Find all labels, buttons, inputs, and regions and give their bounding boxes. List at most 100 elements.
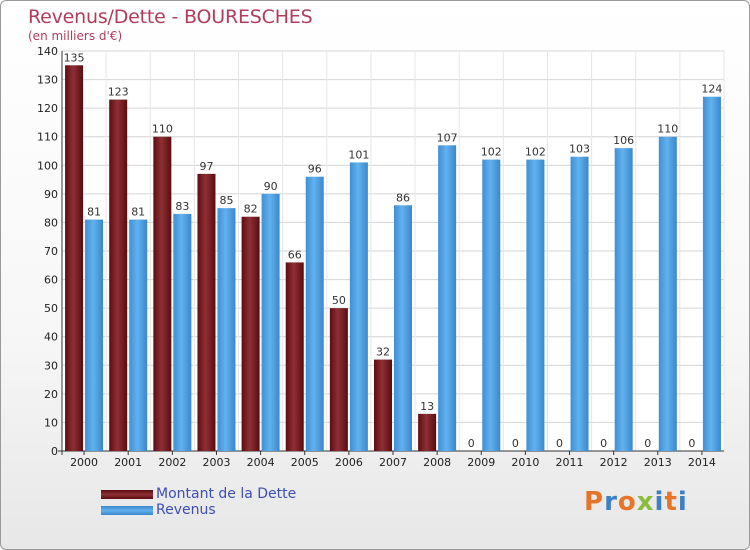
x-tick-label: 2013 bbox=[644, 456, 672, 469]
data-label-debt-2010: 0 bbox=[512, 437, 519, 450]
bar-revenue-2001 bbox=[129, 219, 148, 451]
data-label-revenue-2014: 124 bbox=[701, 83, 722, 96]
data-label-revenue-2006: 101 bbox=[348, 148, 369, 161]
data-label-debt-2003: 97 bbox=[199, 160, 213, 173]
x-tick-label: 2000 bbox=[70, 456, 98, 469]
data-label-debt-2001: 123 bbox=[108, 86, 129, 99]
x-tick-label: 2004 bbox=[247, 456, 275, 469]
bar-debt-2001 bbox=[109, 99, 128, 452]
logo-letter: o bbox=[617, 487, 637, 517]
y-tick-label: 140 bbox=[37, 45, 58, 58]
bar-revenue-2012 bbox=[614, 148, 633, 451]
chart-subtitle: (en milliers d'€) bbox=[28, 29, 123, 43]
data-label-debt-2006: 50 bbox=[332, 294, 346, 307]
logo-letter: t bbox=[664, 487, 678, 517]
data-label-debt-2011: 0 bbox=[556, 437, 563, 450]
y-tick-label: 50 bbox=[44, 302, 58, 315]
logo-letter: r bbox=[604, 487, 618, 517]
legend-label-revenue: Revenus bbox=[156, 502, 216, 518]
data-label-debt-2002: 110 bbox=[152, 123, 173, 136]
data-label-revenue-2011: 103 bbox=[569, 143, 590, 156]
data-label-revenue-2012: 106 bbox=[613, 134, 634, 147]
data-label-revenue-2003: 85 bbox=[219, 194, 233, 207]
bar-revenue-2005 bbox=[305, 176, 324, 451]
bar-debt-2005 bbox=[285, 262, 304, 451]
x-tick-label: 2011 bbox=[556, 456, 584, 469]
y-tick-label: 130 bbox=[37, 74, 58, 87]
labels-layer: 135 81 123 81 110 83 97 85 82 90 66 96 50 101 32 86 13 10… bbox=[64, 51, 723, 450]
data-label-revenue-2010: 102 bbox=[525, 146, 546, 159]
bar-revenue-2007 bbox=[394, 205, 412, 451]
data-label-revenue-2008: 107 bbox=[437, 131, 458, 144]
bar-revenue-2011 bbox=[570, 156, 589, 451]
data-label-debt-2000: 135 bbox=[64, 51, 85, 64]
bar-debt-2006 bbox=[329, 308, 348, 451]
y-tick-label: 80 bbox=[44, 216, 58, 229]
x-tick-label: 2006 bbox=[335, 456, 363, 469]
data-label-debt-2012: 0 bbox=[600, 437, 607, 450]
bar-revenue-2014 bbox=[702, 96, 721, 451]
y-tick-label: 0 bbox=[51, 445, 58, 458]
y-tick-label: 70 bbox=[44, 245, 58, 258]
bar-debt-2002 bbox=[153, 136, 172, 451]
chart-title: Revenus/Dette - BOURESCHES bbox=[28, 6, 313, 28]
logo-letter: x bbox=[636, 487, 655, 517]
data-label-revenue-2013: 110 bbox=[657, 123, 678, 136]
x-tick-label: 2005 bbox=[291, 456, 319, 469]
bar-debt-2008 bbox=[418, 413, 437, 451]
y-tick-label: 90 bbox=[44, 188, 58, 201]
data-label-revenue-2004: 90 bbox=[264, 180, 278, 193]
y-tick-label: 100 bbox=[37, 159, 58, 172]
x-tick-label: 2007 bbox=[379, 456, 407, 469]
x-tick-label: 2010 bbox=[511, 456, 539, 469]
x-tick-label: 2003 bbox=[202, 456, 230, 469]
proxiti-logo: Proxiti bbox=[584, 487, 688, 517]
y-tick-label: 40 bbox=[44, 331, 58, 344]
bar-revenue-2004 bbox=[261, 193, 280, 451]
data-label-debt-2014: 0 bbox=[688, 437, 695, 450]
legend-swatch-debt bbox=[101, 490, 153, 499]
logo-letter: i bbox=[654, 487, 665, 517]
data-label-debt-2009: 0 bbox=[468, 437, 475, 450]
bar-revenue-2008 bbox=[438, 145, 457, 452]
y-tick-label: 60 bbox=[44, 274, 58, 287]
data-label-debt-2007: 32 bbox=[376, 346, 390, 359]
bar-revenue-2009 bbox=[482, 159, 501, 452]
y-tick-label: 120 bbox=[37, 102, 58, 115]
grid-layer bbox=[61, 50, 725, 452]
bar-revenue-2003 bbox=[217, 208, 236, 451]
data-label-revenue-2009: 102 bbox=[481, 146, 502, 159]
data-label-revenue-2002: 83 bbox=[175, 200, 189, 213]
y-tick-label: 10 bbox=[44, 416, 58, 429]
bar-revenue-2010 bbox=[526, 159, 545, 452]
y-tick-label: 110 bbox=[37, 131, 58, 144]
x-tick-label: 2014 bbox=[688, 456, 716, 469]
y-tick-label: 30 bbox=[44, 359, 58, 372]
x-tick-label: 2002 bbox=[158, 456, 186, 469]
bar-revenue-2013 bbox=[658, 136, 677, 451]
legend-swatch-revenue bbox=[101, 506, 153, 515]
data-label-debt-2013: 0 bbox=[644, 437, 651, 450]
data-label-debt-2005: 66 bbox=[288, 248, 302, 261]
data-label-debt-2004: 82 bbox=[244, 203, 258, 216]
data-label-revenue-2005: 96 bbox=[308, 163, 322, 176]
x-tick-label: 2009 bbox=[467, 456, 495, 469]
bar-revenue-2000 bbox=[85, 219, 104, 451]
x-tick-label: 2012 bbox=[600, 456, 628, 469]
bar-debt-2007 bbox=[374, 359, 392, 451]
data-label-debt-2008: 13 bbox=[420, 400, 434, 413]
x-tick-label: 2008 bbox=[423, 456, 451, 469]
bar-debt-2000 bbox=[65, 65, 84, 452]
bar-revenue-2002 bbox=[173, 213, 192, 451]
bar-revenue-2006 bbox=[349, 162, 368, 451]
bar-debt-2004 bbox=[241, 216, 260, 451]
logo-letter: i bbox=[677, 487, 688, 517]
x-tick-label: 2001 bbox=[114, 456, 142, 469]
data-label-revenue-2001: 81 bbox=[131, 206, 145, 219]
bar-debt-2003 bbox=[197, 173, 216, 451]
data-label-revenue-2007: 86 bbox=[396, 191, 410, 204]
y-tick-label: 20 bbox=[44, 388, 58, 401]
